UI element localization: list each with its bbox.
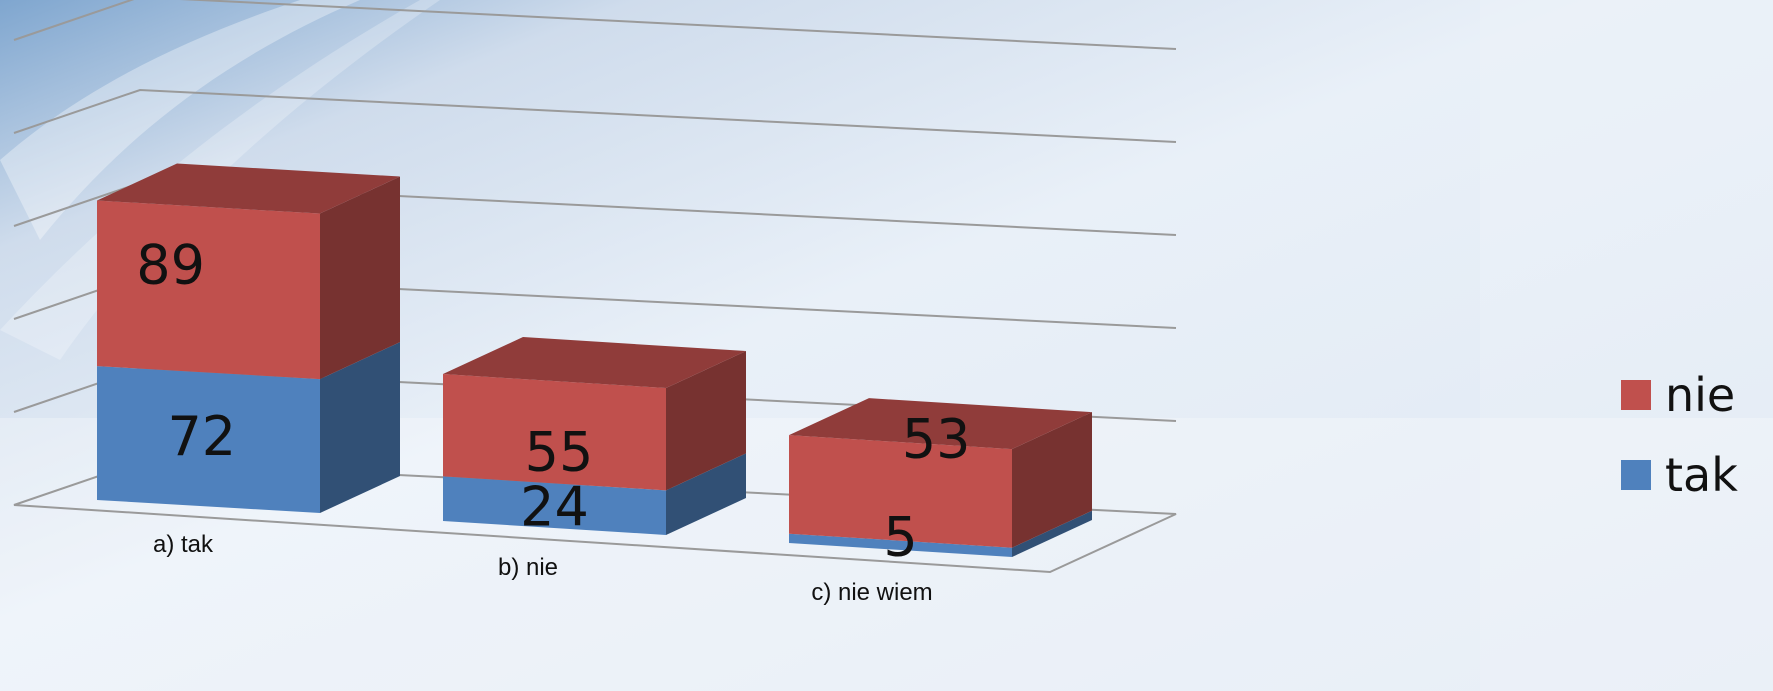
bar-tak-2-side <box>666 453 746 535</box>
bar-nie-3-top <box>789 398 1092 450</box>
bar-nie-2-side <box>666 351 746 491</box>
value-label-nie-2: 55 <box>525 420 594 483</box>
bar-nie-3-side <box>1012 412 1092 548</box>
gridline <box>13 0 1177 50</box>
bar-stack-2 <box>443 337 746 535</box>
bar-tak-2-front <box>443 476 666 535</box>
legend-item-nie: nie <box>1613 355 1773 435</box>
bar-stack-1 <box>97 163 400 513</box>
bar-tak-1-front <box>97 366 320 513</box>
bar-tak-3-front <box>789 533 1012 557</box>
gridline <box>13 88 1177 143</box>
bar-nie-1-side <box>320 176 400 380</box>
category-label-1: a) tak <box>153 531 214 558</box>
bar-nie-2-front <box>443 374 666 491</box>
bar-nie-1-top <box>97 163 400 214</box>
bar-stack-3 <box>789 398 1092 557</box>
bar-nie-2-top <box>443 337 746 389</box>
chart-category-labels: a) tak b) nie c) nie wiem <box>153 531 933 606</box>
chart-legend: nie tak <box>1613 355 1773 515</box>
legend-swatch-nie <box>1621 380 1651 410</box>
bar-nie-1-front <box>97 200 320 380</box>
legend-swatch-tak <box>1621 460 1651 490</box>
legend-label-nie: nie <box>1665 368 1736 422</box>
bar-tak-3-side <box>1012 510 1092 557</box>
category-label-3: c) nie wiem <box>811 579 932 606</box>
bar-tak-1-side <box>320 342 400 513</box>
value-label-nie-3: 53 <box>902 408 971 471</box>
bar-nie-3-front <box>789 435 1012 548</box>
legend-label-tak: tak <box>1665 448 1738 502</box>
value-label-tak-1: 72 <box>167 405 236 468</box>
value-label-nie-1: 89 <box>136 234 205 297</box>
legend-item-tak: tak <box>1613 435 1773 515</box>
chart-bars <box>97 163 1092 557</box>
value-label-tak-3: 5 <box>883 505 917 568</box>
category-label-2: b) nie <box>498 554 558 581</box>
value-label-tak-2: 24 <box>520 476 589 539</box>
